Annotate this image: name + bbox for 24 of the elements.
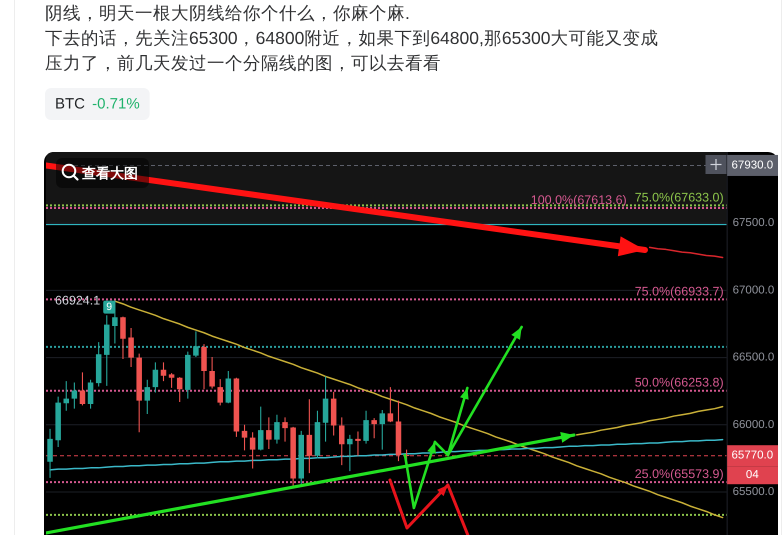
ref-line-label: 67930.0 <box>732 159 774 172</box>
text: 阴线，明天一根大阴线给你个什么，你麻个麻. <box>45 3 410 23</box>
count-badge: 9 <box>103 300 116 314</box>
y-tick-label: 65500.0 <box>732 486 774 498</box>
y-tick-label: 67000.0 <box>732 284 774 296</box>
price-tag: 67930.0 <box>727 154 778 176</box>
ref-line-label: 75.0%(67633.0) <box>634 190 724 204</box>
ticker-chip: BTC -0.71% <box>45 88 150 120</box>
price-tag-countdown: 04 <box>727 466 778 484</box>
text: 压力了，前几天发过一个分隔线的图，可以去看看 <box>45 53 441 73</box>
ref-line-label: 25.0%(65573.9) <box>634 467 724 482</box>
annotation: 9 <box>106 301 112 314</box>
annotation: 66924.1 <box>55 294 100 308</box>
ref-line-label: 65770.0 <box>732 450 774 462</box>
ref-line-label: 75.0%(66933.7) <box>634 284 724 298</box>
ref-line-label: 100.0%(67613.6) <box>530 192 627 207</box>
annotation: 查看大图 <box>81 165 138 181</box>
y-tick-label: 66500.0 <box>732 352 774 364</box>
price-tag: 65770.0 <box>727 445 778 466</box>
text: 下去的话，先关注65300，64800附近，如果下到64800,那65300大可能又变成 <box>45 28 659 48</box>
ref-line-label: 50.0%(66253.8) <box>634 376 724 390</box>
y-tick-label: 67500.0 <box>732 217 774 230</box>
y-tick-label: 66000.0 <box>732 418 774 431</box>
button-view-large: 查看大图 <box>56 158 149 188</box>
